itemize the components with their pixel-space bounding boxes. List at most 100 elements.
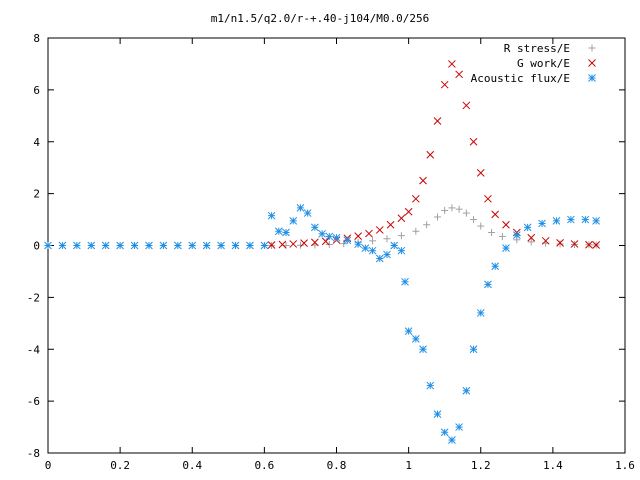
series-1-point	[289, 240, 298, 248]
y-tick-label: 0	[33, 240, 40, 253]
series-2-point	[343, 236, 352, 245]
y-tick-label: -4	[27, 343, 41, 356]
chart-layer: 0 0.2 0.4 0.6 0.8 1 1.2 1.4 1.6 -8 -6 -4 -2 0 2 4 6 8 R st…	[27, 32, 635, 472]
series-1-point	[527, 233, 536, 242]
legend-label: Acoustic flux/E	[471, 72, 570, 85]
series-0-point	[369, 237, 377, 245]
series-2-point	[217, 241, 225, 250]
series-1-point	[404, 207, 413, 216]
series-2-point	[188, 241, 197, 250]
series-0-point	[462, 209, 470, 217]
series-2-point	[538, 219, 546, 228]
series-0-point	[498, 232, 506, 240]
series-2-point	[311, 223, 319, 232]
series-2-point	[455, 423, 463, 431]
series-2-point	[448, 436, 456, 444]
series-2-point	[397, 246, 406, 255]
series-2-point	[318, 229, 326, 238]
x-tick-label: 1.4	[543, 459, 563, 472]
series-2-point	[491, 262, 500, 271]
series-2-point	[159, 241, 168, 250]
y-tick-label: -8	[27, 447, 40, 460]
series-2-point	[296, 204, 305, 212]
series-2-point	[303, 209, 312, 217]
series-2-point	[484, 280, 492, 289]
series-1-point	[502, 220, 510, 229]
series-1-point	[556, 239, 564, 247]
series-2-point	[581, 215, 590, 224]
series-2-point	[440, 428, 449, 437]
series-2-point	[502, 244, 510, 252]
series-2-point	[411, 335, 420, 343]
series-0-point	[433, 213, 441, 221]
series-1-point	[397, 214, 406, 223]
series-2-point	[260, 241, 269, 250]
series-2-point	[145, 241, 153, 250]
x-tick-label: 0.6	[254, 459, 274, 472]
x-tick-label: 0.2	[110, 459, 130, 472]
x-tick-label: 1.2	[471, 459, 491, 472]
series-1-point	[386, 220, 395, 229]
series-2-point	[101, 241, 110, 250]
series-1-point	[311, 238, 319, 247]
series-2-point	[523, 223, 532, 232]
legend-marker	[588, 59, 596, 67]
series-1-point	[476, 169, 485, 177]
series-1-point	[570, 240, 579, 248]
series-1-point	[365, 229, 373, 238]
series-1-point	[469, 137, 478, 146]
series-1-point	[541, 236, 550, 245]
series-0-point	[556, 240, 564, 248]
series-2-point	[552, 217, 561, 225]
series-1-point	[267, 241, 276, 249]
x-tick-label: 1.6	[615, 459, 635, 472]
y-tick-label: 6	[33, 84, 40, 97]
series-2-point	[469, 345, 478, 354]
series-1-point	[354, 232, 362, 241]
series-2-point	[202, 241, 211, 250]
series-2-point	[419, 345, 427, 354]
series-2-point	[282, 228, 290, 237]
series-2-point	[426, 381, 435, 390]
series-1-point	[462, 101, 471, 110]
series-1-point	[455, 70, 463, 79]
series-2-point	[274, 227, 283, 236]
series-0-point	[441, 206, 449, 214]
x-tick-label: 0.4	[182, 459, 202, 472]
series-2-point	[383, 250, 391, 259]
series-2-point	[246, 241, 254, 250]
series-0-point	[455, 205, 463, 213]
series-2-point	[130, 241, 139, 250]
series-1-point	[491, 210, 500, 219]
series-2-point	[267, 211, 276, 220]
series-0-point	[383, 235, 391, 243]
chart-title: m1/n1.5/q2.0/r-+.40-j104/M0.0/256	[211, 12, 430, 25]
series-0-point	[527, 238, 535, 246]
x-tick-label: 0	[45, 459, 52, 472]
series-2-point	[231, 241, 240, 250]
series-1-point	[375, 226, 384, 234]
series-1-point	[585, 240, 593, 249]
series-0-point	[448, 204, 456, 212]
legend-label: G work/E	[517, 57, 570, 70]
series-2-point	[325, 232, 334, 241]
series-2-point	[289, 217, 298, 225]
series-2-point	[401, 277, 409, 286]
legend-marker	[588, 44, 596, 52]
series-2-point	[72, 241, 81, 250]
series-1-point	[321, 237, 330, 246]
series-0-point	[470, 216, 478, 224]
series-1-point	[278, 240, 287, 249]
series-2-point	[592, 217, 601, 225]
series-0-point	[296, 241, 304, 249]
series-1-point	[440, 80, 449, 89]
series-2-point	[476, 309, 485, 317]
series-1-point	[433, 117, 442, 125]
series-2-point	[116, 241, 124, 250]
legend-label: R stress/E	[504, 42, 570, 55]
series-2-point	[173, 241, 182, 250]
series-1-point	[426, 150, 435, 159]
series-1-point	[419, 176, 427, 185]
series-1-point	[411, 194, 420, 203]
